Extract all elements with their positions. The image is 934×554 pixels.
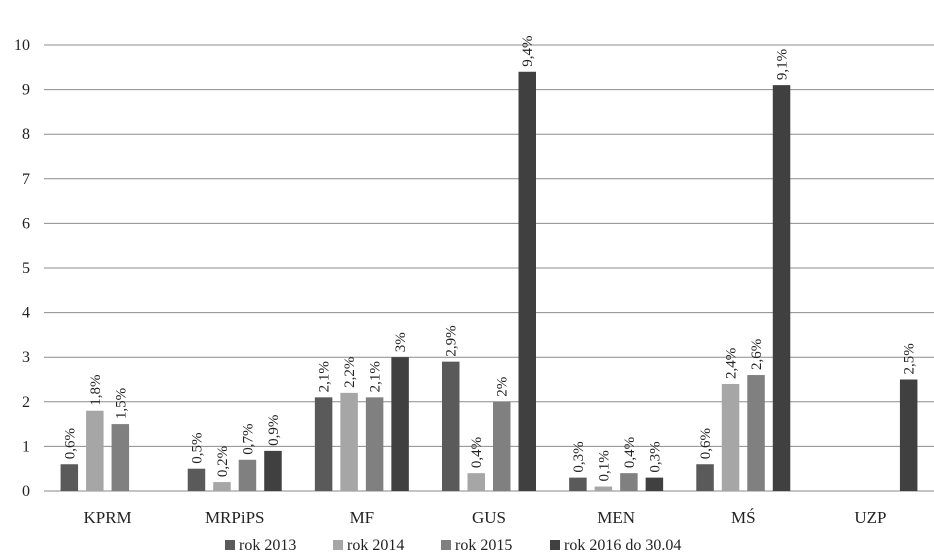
data-label: 2% [495, 377, 511, 397]
data-label: 3% [393, 332, 409, 352]
data-label: 2,2% [342, 357, 358, 388]
data-label: 2,6% [749, 339, 765, 370]
bar [645, 477, 664, 491]
bar [467, 473, 485, 491]
bar [772, 85, 791, 491]
bar [696, 464, 714, 491]
data-label: 2,5% [902, 343, 918, 374]
y-tick-label: 4 [22, 305, 30, 322]
bar [569, 477, 587, 491]
data-label: 2,1% [317, 361, 333, 392]
bar [518, 71, 536, 491]
data-label: 2,4% [724, 348, 740, 379]
bar [340, 392, 358, 491]
data-label: 0,6% [62, 428, 78, 459]
legend-label: rok 2013 [239, 537, 296, 554]
x-axis: KPRM MRPiPS MF GUS MEN MŚ UZP [83, 508, 886, 527]
legend-swatch [333, 540, 343, 550]
bar [238, 459, 257, 491]
bar [365, 397, 384, 491]
y-tick-label: 8 [22, 126, 30, 143]
x-tick-label: MRPiPS [205, 508, 265, 527]
gridlines [44, 44, 934, 492]
y-tick-label: 7 [22, 171, 30, 188]
bar [86, 410, 104, 491]
y-tick-label: 0 [22, 483, 30, 500]
bar [594, 486, 613, 491]
bar [747, 375, 765, 491]
y-tick-label: 10 [14, 37, 30, 54]
data-label: 2,1% [368, 361, 384, 392]
data-label: 9,1% [775, 49, 791, 80]
legend-swatch [225, 540, 235, 550]
data-label: 0,3% [647, 441, 663, 472]
bar [264, 450, 282, 491]
y-tick-label: 9 [22, 82, 30, 99]
data-label: 0,4% [469, 437, 485, 468]
x-tick-label: MŚ [731, 508, 756, 527]
y-tick-label: 2 [22, 394, 30, 411]
bar [111, 424, 130, 491]
bar [213, 482, 231, 491]
x-tick-label: GUS [472, 508, 506, 527]
data-label: 9,4% [520, 36, 536, 67]
y-tick-label: 3 [22, 349, 30, 366]
bar [314, 397, 333, 491]
data-label: 0,3% [571, 441, 587, 472]
legend-swatch [550, 540, 560, 550]
bar [442, 361, 460, 491]
bar [620, 473, 638, 491]
legend-label: rok 2014 [347, 537, 404, 554]
data-label: 1,5% [113, 388, 129, 419]
data-label: 0,6% [698, 428, 714, 459]
x-tick-label: UZP [854, 508, 886, 527]
data-label: 0,4% [622, 437, 638, 468]
bar [391, 357, 409, 491]
x-tick-label: MF [350, 508, 375, 527]
data-labels: 0,6% 1,8% 1,5% 0,5% 0,2% 0,7% 0,9% 2,1% 2,2% 2,1%… [62, 36, 917, 482]
x-tick-label: MEN [597, 508, 635, 527]
y-tick-label: 1 [22, 438, 30, 455]
data-label: 2,9% [444, 325, 460, 356]
data-label: 0,7% [240, 424, 256, 455]
bar [60, 464, 79, 491]
data-label: 1,8% [88, 374, 104, 405]
y-tick-label: 5 [22, 260, 30, 277]
data-label: 0,1% [596, 450, 612, 481]
y-axis-ticks: 0 1 2 3 4 5 6 7 8 9 10 [14, 37, 30, 500]
legend-swatch [441, 540, 451, 550]
bar [721, 383, 740, 491]
bar [899, 379, 918, 491]
legend-label: rok 2015 [455, 537, 512, 554]
y-tick-label: 6 [22, 215, 30, 232]
data-label: 0,2% [215, 446, 231, 477]
data-label: 0,9% [266, 415, 282, 446]
bar [493, 401, 511, 491]
legend-label: rok 2016 do 30.04 [564, 537, 681, 554]
x-tick-label: KPRM [83, 508, 131, 527]
bars [60, 71, 918, 491]
legend: rok 2013 rok 2014 rok 2015 rok 2016 do 30.0… [225, 537, 681, 554]
bar [187, 468, 206, 491]
data-label: 0,5% [189, 432, 205, 463]
